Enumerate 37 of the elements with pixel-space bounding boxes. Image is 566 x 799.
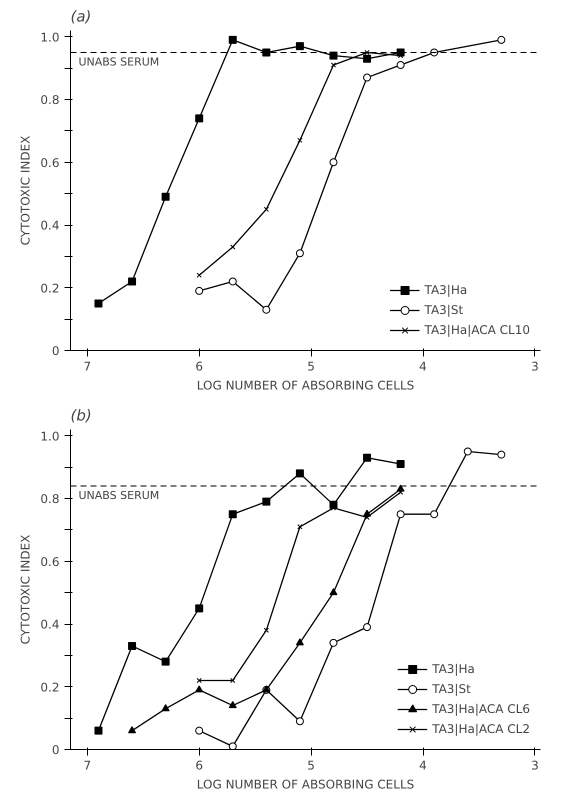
y-tick-label: 0.4 xyxy=(40,218,60,233)
y-tick-label: 0.2 xyxy=(40,680,60,694)
y-tick-label: 0.8 xyxy=(40,93,60,108)
y-tick-label: 0.2 xyxy=(40,281,60,296)
legend-label: TA3|Ha|ACA CL6 xyxy=(432,702,530,716)
legend-label: TA3|Ha xyxy=(424,283,468,297)
legend-label: TA3|St xyxy=(432,682,471,696)
x-tick-label: 6 xyxy=(195,360,204,374)
x-tick-label: 4 xyxy=(419,360,427,374)
x-tick-label: 5 xyxy=(307,360,315,374)
x-tick-label: 6 xyxy=(195,758,204,772)
x-tick-label: 3 xyxy=(531,758,539,772)
legend-label: TA3|Ha xyxy=(432,662,475,676)
x-axis-title: LOG NUMBER OF ABSORBING CELLS xyxy=(196,778,414,792)
x-tick-label: 7 xyxy=(83,758,92,772)
x-tick-label: 5 xyxy=(307,758,315,772)
ref-line-label: UNABS SERUM xyxy=(78,55,160,68)
legend-label: TA3|St xyxy=(424,303,464,317)
y-tick-label: 0.6 xyxy=(40,156,60,170)
y-tick-label: 0.8 xyxy=(40,492,60,506)
legend-label: TA3|Ha|ACA CL10 xyxy=(424,323,530,337)
y-tick-label: 0.4 xyxy=(40,618,60,632)
x-tick-label: 7 xyxy=(83,360,92,374)
y-axis-title: CYTOTOXIC INDEX xyxy=(18,136,32,246)
ref-line-label: UNABS SERUM xyxy=(78,488,160,502)
x-tick-label: 3 xyxy=(531,360,539,374)
y-tick-label: 1.0 xyxy=(40,429,60,444)
y-tick-label: 0.6 xyxy=(40,554,60,569)
y-tick-label: 0 xyxy=(52,344,60,358)
legend-label: TA3|Ha|ACA CL2 xyxy=(432,722,530,736)
x-axis-title: LOG NUMBER OF ABSORBING CELLS xyxy=(196,378,414,392)
y-tick-label: 1.0 xyxy=(40,30,60,44)
y-tick-label: 0 xyxy=(52,743,60,757)
y-axis-title: CYTOTOXIC INDEX xyxy=(18,534,32,644)
chart-title: (a) xyxy=(70,8,92,26)
x-tick-label: 4 xyxy=(419,758,427,772)
chart-title: (b) xyxy=(70,406,92,424)
